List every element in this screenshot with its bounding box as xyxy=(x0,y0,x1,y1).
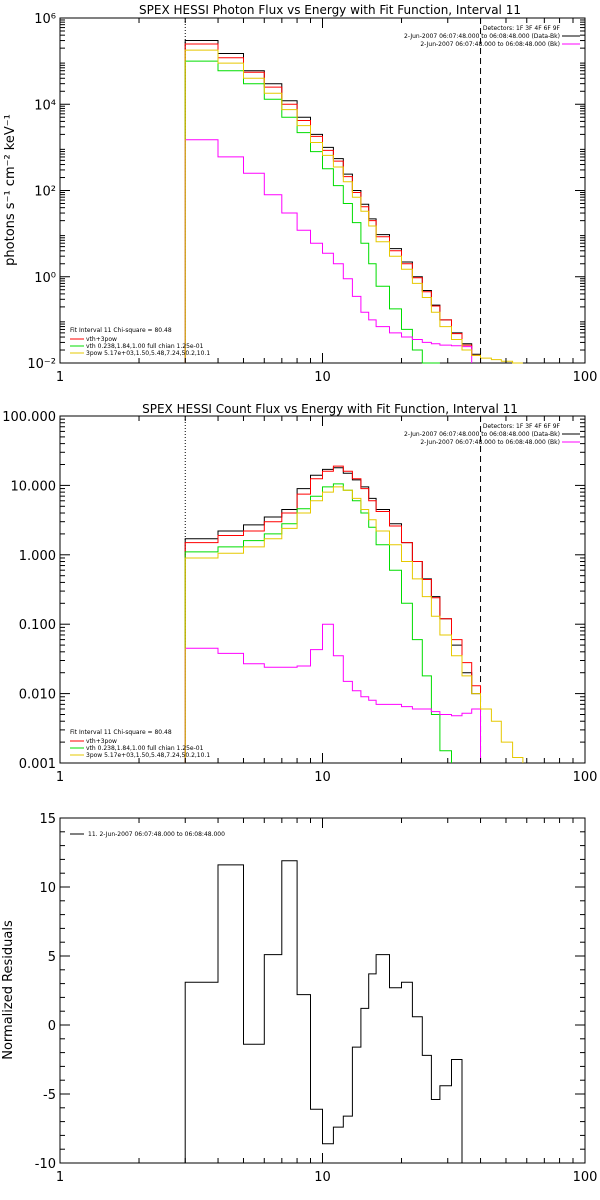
y-tick-label: 10 xyxy=(39,881,56,896)
series-line-3 xyxy=(184,623,481,763)
legend-item: vth 0.238,1.84,1.00 full chian 1.25e-01 xyxy=(86,745,204,752)
legend-item: 3pow 5.17e+03,1.50,5.48,7.24,50.2,10.1 xyxy=(86,752,210,759)
x-tick-label: 1 xyxy=(56,1170,64,1185)
reference-lines xyxy=(184,18,482,363)
background-interval-label: 2-Jun-2007 06:07:48.000 to 06:08:48.000 … xyxy=(420,439,560,446)
y-tick-label: 1.000 xyxy=(19,549,56,564)
detectors-label: Detectors: 1F 3F 4F 6F 9F xyxy=(483,423,561,430)
plot-frame xyxy=(59,17,586,364)
legend-item: 11. 2-Jun-2007 06:07:48.000 to 06:08:48.… xyxy=(88,831,225,838)
y-tick-label: 5 xyxy=(48,950,56,965)
tick-marks xyxy=(59,17,585,364)
panel-title: SPEX HESSI Count Flux vs Energy with Fit… xyxy=(142,402,518,416)
series-line-2 xyxy=(184,483,452,763)
y-tick-label: 10⁰ xyxy=(34,271,56,286)
header-text: Detectors: 1F 3F 4F 6F 9F 2-Jun-2007 06:… xyxy=(404,423,580,446)
y-axis-label: photons s⁻¹ cm⁻² keV⁻¹ xyxy=(3,114,18,266)
background-interval-label: 2-Jun-2007 06:07:48.000 to 06:08:48.000 … xyxy=(420,41,560,48)
legend-item: 3pow 5.17e+03,1.50,5.48,7.24,50.2,10.1 xyxy=(86,350,210,357)
series-line-0 xyxy=(184,40,481,363)
legend-item: vth+3pow xyxy=(86,738,117,745)
y-tick-label: -5 xyxy=(43,1088,56,1103)
tick-labels: 1 10 100 0.001 0.010 0.100 1.000 10.000 100.000 xyxy=(2,410,597,785)
y-tick-label: 10⁴ xyxy=(34,98,56,113)
series-group xyxy=(184,860,463,1163)
tick-marks xyxy=(59,415,585,764)
x-tick-label: 100 xyxy=(573,1170,598,1185)
legend-item: vth+3pow xyxy=(86,336,117,343)
residuals-panel: Normalized Residuals 1 10 100 -10 -5 0 5 10 15 1… xyxy=(1,812,597,1185)
plot-frame xyxy=(59,415,586,764)
tick-marks xyxy=(59,817,585,1164)
photon-flux-panel: SPEX HESSI Photon Flux vs Energy with Fi… xyxy=(3,3,597,385)
series-line-4 xyxy=(184,49,523,364)
x-tick-label: 10 xyxy=(314,1170,331,1185)
y-tick-label: 100.000 xyxy=(2,410,56,425)
legend: Fit Interval 11 Chi-square = 80.48 vth+3… xyxy=(70,729,210,759)
x-tick-label: 10 xyxy=(314,770,331,785)
y-tick-label: 10.000 xyxy=(11,479,57,494)
data-interval-label: 2-Jun-2007 06:07:48.000 to 06:08:48.000 … xyxy=(404,33,560,40)
series-line-1 xyxy=(184,465,481,763)
x-tick-label: 10 xyxy=(314,370,331,385)
legend-item: vth 0.238,1.84,1.00 full chian 1.25e-01 xyxy=(86,343,204,350)
series-line-3 xyxy=(184,139,473,363)
panel-title: SPEX HESSI Photon Flux vs Energy with Fi… xyxy=(139,3,521,17)
y-tick-label: 10⁶ xyxy=(34,12,56,27)
x-tick-label: 1 xyxy=(56,770,64,785)
y-tick-label: 15 xyxy=(39,812,56,827)
series-group xyxy=(184,465,524,763)
series-line-4 xyxy=(184,486,524,763)
legend-title: Fit Interval 11 Chi-square = 80.48 xyxy=(70,327,172,334)
series-line-0 xyxy=(184,860,463,1163)
series-line-2 xyxy=(184,60,440,364)
y-tick-label: 0 xyxy=(48,1019,56,1034)
tick-labels: 1 10 100 -10 -5 0 5 10 15 xyxy=(35,812,598,1185)
count-flux-panel: SPEX HESSI Count Flux vs Energy with Fit… xyxy=(2,402,597,785)
y-tick-label: -10 xyxy=(35,1157,56,1172)
legend: 11. 2-Jun-2007 06:07:48.000 to 06:08:48.… xyxy=(70,831,225,838)
data-interval-label: 2-Jun-2007 06:07:48.000 to 06:08:48.000 … xyxy=(404,431,560,438)
y-tick-label: 0.010 xyxy=(19,688,56,703)
x-tick-label: 1 xyxy=(56,370,64,385)
detectors-label: Detectors: 1F 3F 4F 6F 9F xyxy=(483,25,561,32)
header-text: Detectors: 1F 3F 4F 6F 9F 2-Jun-2007 06:… xyxy=(404,25,580,48)
tick-labels: 1 10 100 10⁻² 10⁰ 10² 10⁴ 10⁶ xyxy=(27,12,597,385)
series-line-0 xyxy=(184,467,481,763)
y-axis-label: Normalized Residuals xyxy=(1,920,16,1060)
y-tick-label: 0.001 xyxy=(19,757,56,772)
legend-title: Fit Interval 11 Chi-square = 80.48 xyxy=(70,729,172,736)
series-group xyxy=(184,40,523,364)
reference-lines xyxy=(184,416,482,763)
y-tick-label: 10² xyxy=(34,185,56,200)
series-line-1 xyxy=(184,43,481,363)
x-tick-label: 100 xyxy=(573,770,598,785)
legend: Fit Interval 11 Chi-square = 80.48 vth+3… xyxy=(70,327,210,357)
y-tick-label: 0.100 xyxy=(19,618,56,633)
y-tick-label: 10⁻² xyxy=(27,357,56,372)
x-tick-label: 100 xyxy=(573,370,598,385)
